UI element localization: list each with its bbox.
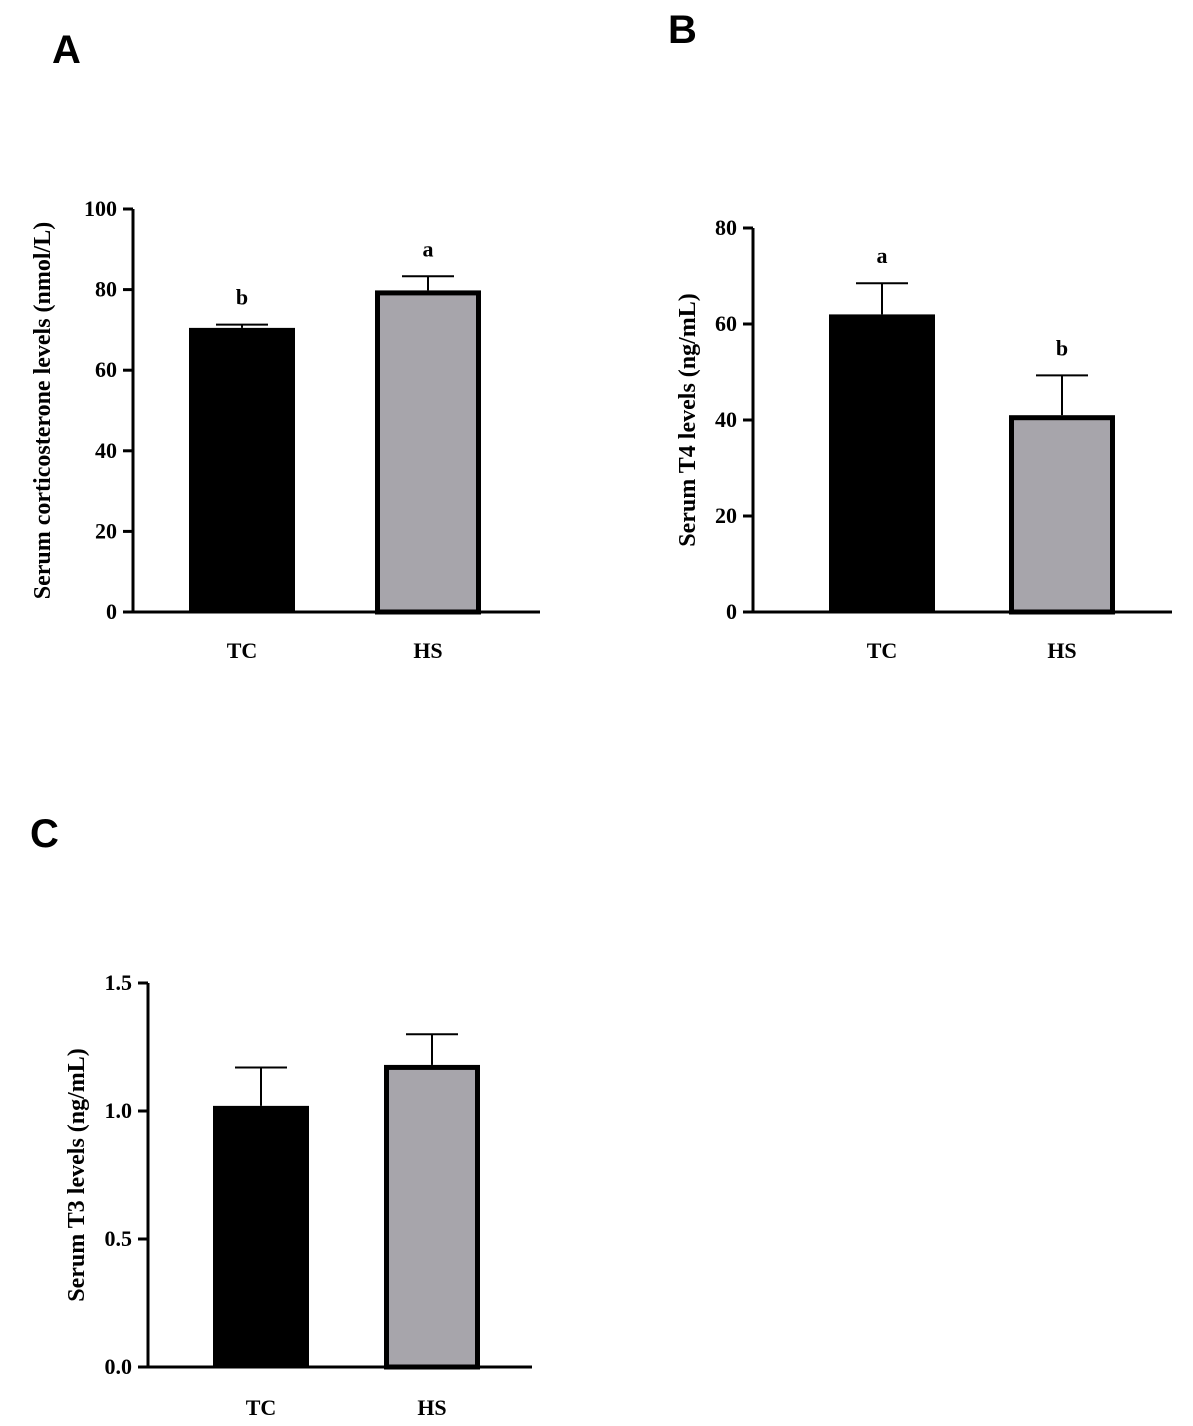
- y-tick-label: 20: [95, 518, 117, 543]
- x-tick-label-hs: HS: [417, 1395, 446, 1420]
- x-tick-label-tc: TC: [867, 638, 898, 663]
- chart-c-svg: TC HS 0.0 0.5 1.0 1.5 Serum T3 levels (ng/mL): [64, 970, 532, 1420]
- y-tick-label: 60: [715, 311, 737, 336]
- significance-label-tc: b: [236, 285, 248, 310]
- y-tick-label: 0.0: [105, 1354, 133, 1379]
- y-tick-label: 0: [106, 599, 117, 624]
- y-tick-label: 100: [84, 196, 117, 221]
- bar-hs: [1009, 415, 1115, 615]
- significance-label-hs: a: [423, 236, 434, 261]
- y-tick-label: 0.5: [105, 1226, 133, 1251]
- panel-label-c: C: [30, 812, 59, 856]
- bar-hs: [375, 290, 481, 615]
- y-tick-label: 80: [95, 277, 117, 302]
- x-tick-label-hs: HS: [413, 638, 442, 663]
- y-tick-label: 0: [726, 599, 737, 624]
- y-tick-label: 40: [715, 407, 737, 432]
- bar-tc: [213, 1105, 309, 1367]
- chart-a-svg: b TC a HS 0 20 40 60 80 100 Serum corticosterone l…: [30, 196, 540, 663]
- bar-tc: [189, 327, 295, 612]
- y-tick-label: 1.0: [105, 1098, 133, 1123]
- chart-panel-c: C TC HS 0.0 0.5 1.0 1.5 Serum T3 levels (ng/mL…: [0, 780, 600, 1426]
- x-tick-label-hs: HS: [1047, 638, 1076, 663]
- bar-tc: [829, 314, 935, 612]
- significance-label-tc: a: [877, 243, 888, 268]
- y-axis-title: Serum T4 levels (ng/mL): [675, 293, 701, 547]
- chart-panel-a: A b TC a HS 0 20 40 60 80 100 Serum corticosterone…: [0, 0, 600, 700]
- y-tick-label: 1.5: [105, 970, 133, 995]
- y-tick-label: 20: [715, 503, 737, 528]
- bar-hs: [384, 1064, 480, 1370]
- y-tick-label: 40: [95, 438, 117, 463]
- y-axis-title: Serum corticosterone levels (nmol/L): [30, 222, 56, 599]
- panel-label-a: A: [52, 28, 81, 72]
- y-axis-title: Serum T3 levels (ng/mL): [64, 1048, 90, 1302]
- y-tick-label: 80: [715, 215, 737, 240]
- chart-panel-b: B a TC b HS 0 20 40 60 80 Serum T4 levels (ng/mL): [600, 0, 1193, 700]
- chart-b-svg: a TC b HS 0 20 40 60 80 Serum T4 levels (ng/mL): [675, 215, 1172, 663]
- significance-label-hs: b: [1056, 335, 1068, 360]
- x-tick-label-tc: TC: [227, 638, 258, 663]
- panel-label-b: B: [668, 8, 697, 52]
- y-tick-label: 60: [95, 357, 117, 382]
- x-tick-label-tc: TC: [246, 1395, 277, 1420]
